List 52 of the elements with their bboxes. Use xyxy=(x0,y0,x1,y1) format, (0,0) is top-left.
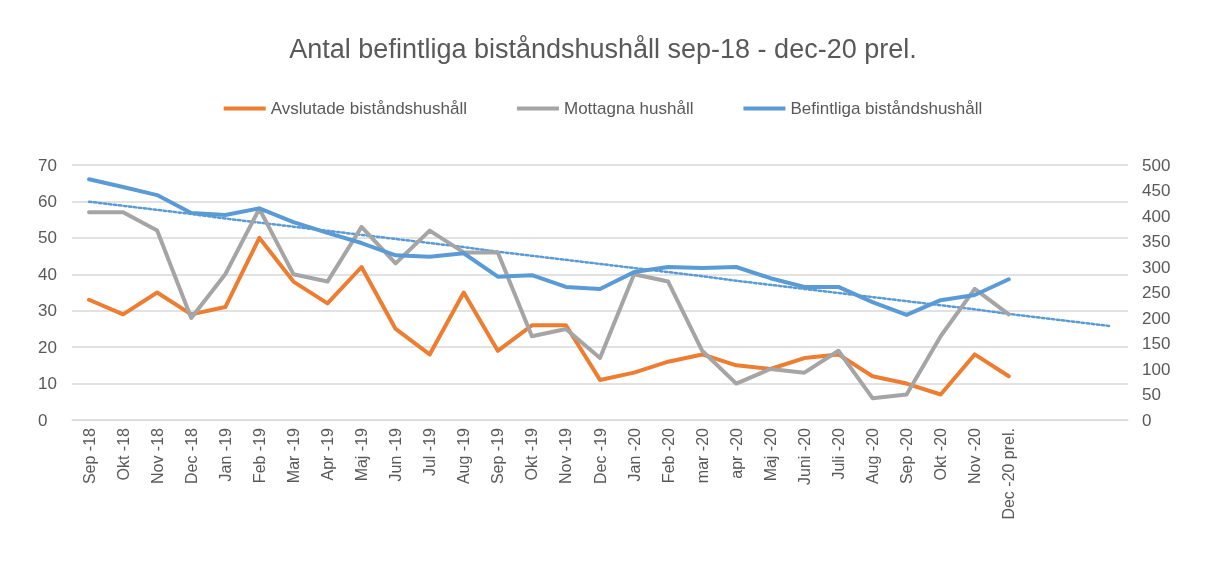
y-tick-label: 30 xyxy=(38,301,57,321)
y2-tick-label: 450 xyxy=(1142,181,1171,200)
y-tick-label: 40 xyxy=(38,264,57,284)
x-tick-label: Apr -19 xyxy=(318,427,336,481)
y-tick-label: 10 xyxy=(38,374,57,394)
x-tick-label: Okt -19 xyxy=(523,427,541,481)
x-tick-label: Nov -20 xyxy=(966,427,984,485)
y2-tick-label: 0 xyxy=(1142,410,1152,430)
chart-title: Antal befintliga biståndshushåll sep-18 - dec-20 prel. xyxy=(289,33,917,64)
y2-tick-label: 400 xyxy=(1142,206,1171,226)
x-tick-label: Okt -20 xyxy=(932,427,950,481)
x-tick-label: Aug -20 xyxy=(864,427,882,485)
line-series xyxy=(87,235,1011,397)
x-tick-label: Okt -18 xyxy=(114,427,132,481)
x-tick-label: Dec -20 prel. xyxy=(1000,428,1018,520)
legend-label: Avslutade biståndshushåll xyxy=(270,99,467,118)
y-tick-label: 20 xyxy=(38,337,57,357)
x-tick-label: Jan -19 xyxy=(216,427,234,482)
x-tick-label: Maj -19 xyxy=(353,427,371,482)
y2-tick-label: 300 xyxy=(1142,257,1171,277)
y2-tick-label: 200 xyxy=(1142,308,1171,328)
x-tick-label: Juni -20 xyxy=(795,427,813,485)
y2-tick-label: 150 xyxy=(1142,334,1171,353)
x-tick-label: Nov -19 xyxy=(557,427,575,485)
x-tick-label: Juli -20 xyxy=(829,427,847,480)
x-tick-label: Dec -18 xyxy=(182,427,200,485)
y2-tick-label: 100 xyxy=(1142,359,1171,379)
x-tick-label: Sep -19 xyxy=(489,427,507,485)
legend-label: Befintliga biståndshushåll xyxy=(790,99,983,118)
x-tick-label: Feb -20 xyxy=(659,427,677,484)
x-tick-label: Jul -19 xyxy=(421,427,439,477)
y-tick-label: 0 xyxy=(38,410,48,430)
y-tick-label: 60 xyxy=(38,191,57,211)
x-tick-label: Aug -19 xyxy=(455,427,473,485)
y-tick-label: 70 xyxy=(38,155,57,175)
x-tick-label: mar -20 xyxy=(693,427,711,484)
x-tick-label: apr -20 xyxy=(727,427,745,479)
x-tick-label: Dec -19 xyxy=(591,427,609,485)
x-tick-label: Sep -18 xyxy=(80,427,98,485)
x-tick-label: Mar -19 xyxy=(284,427,302,484)
legend-label: Mottagna hushåll xyxy=(563,99,694,118)
x-tick-label: Jan -20 xyxy=(625,427,643,482)
x-tick-label: Sep -20 xyxy=(898,427,916,485)
x-tick-label: Nov -18 xyxy=(148,427,166,485)
x-tick-label: Maj -20 xyxy=(761,427,779,482)
x-tick-label: Feb -19 xyxy=(250,427,268,484)
y-tick-label: 50 xyxy=(38,228,57,248)
y2-tick-label: 500 xyxy=(1142,155,1171,175)
y2-tick-label: 250 xyxy=(1142,283,1171,302)
x-tick-label: Jun -19 xyxy=(387,427,405,482)
y2-tick-label: 350 xyxy=(1142,232,1171,251)
y2-tick-label: 50 xyxy=(1142,385,1161,404)
